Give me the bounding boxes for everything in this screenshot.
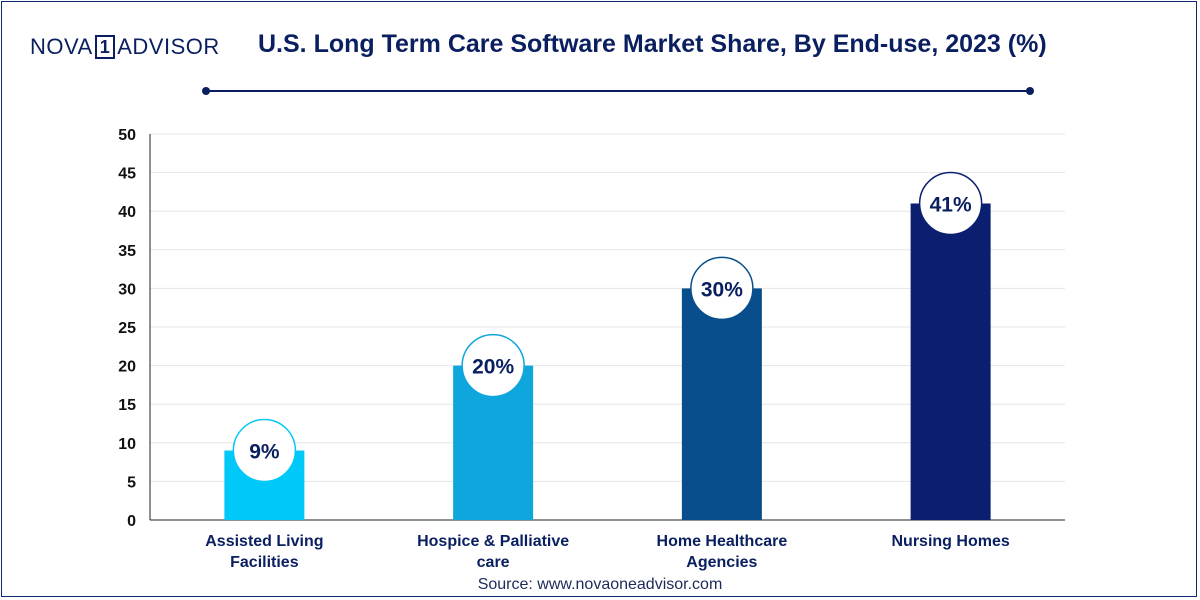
brand-logo-right: ADVISOR [117, 34, 220, 59]
y-tick-label: 45 [118, 166, 136, 183]
data-label: 9% [249, 441, 280, 464]
y-tick-label: 35 [118, 243, 136, 260]
x-category-label-line: Facilities [230, 554, 299, 571]
y-tick-label: 15 [118, 397, 136, 414]
x-category-label-line: Assisted Living [205, 533, 323, 550]
bar [910, 203, 991, 521]
x-category-label-line: Nursing Homes [892, 533, 1010, 550]
brand-logo: NOVA 1 ADVISOR [30, 33, 220, 61]
data-label-badge [232, 418, 297, 483]
brand-logo-mark: 1 [94, 35, 116, 59]
y-tick-label: 25 [118, 320, 136, 337]
data-label-badge [690, 256, 754, 321]
x-category-label: Home Healthcare Agencies [657, 533, 788, 571]
x-category-label-line: care [477, 554, 510, 571]
data-label: 20% [472, 356, 514, 379]
data-label-badge [461, 333, 525, 398]
bar [681, 288, 762, 520]
divider-dot-right [1026, 87, 1034, 95]
y-tick-label: 50 [118, 127, 136, 144]
title-divider [206, 90, 1030, 92]
y-tick-label: 40 [118, 204, 136, 221]
brand-logo-left: NOVA [30, 34, 93, 59]
y-tick-label: 20 [118, 359, 136, 376]
x-category-label: Nursing Homes [892, 533, 1010, 550]
y-tick-label: 5 [127, 474, 136, 491]
x-category-label: Hospice & Palliative care [417, 533, 569, 571]
data-label: 41% [930, 193, 972, 216]
data-label: 30% [701, 278, 743, 301]
source-note: Source: www.novaoneadvisor.com [477, 576, 723, 593]
x-category-label-line: Agencies [686, 554, 757, 571]
x-category-label: Assisted Living Facilities [205, 533, 323, 571]
y-tick-label: 0 [127, 513, 136, 530]
x-category-label-line: Hospice & Palliative [417, 533, 569, 550]
y-tick-label: 10 [118, 436, 136, 453]
chart-title: U.S. Long Term Care Software Market Shar… [258, 30, 1047, 58]
divider-dot-left [202, 87, 210, 95]
y-tick-label: 30 [118, 281, 136, 298]
x-category-label-line: Home Healthcare [657, 533, 788, 550]
data-label-badge [918, 171, 983, 236]
